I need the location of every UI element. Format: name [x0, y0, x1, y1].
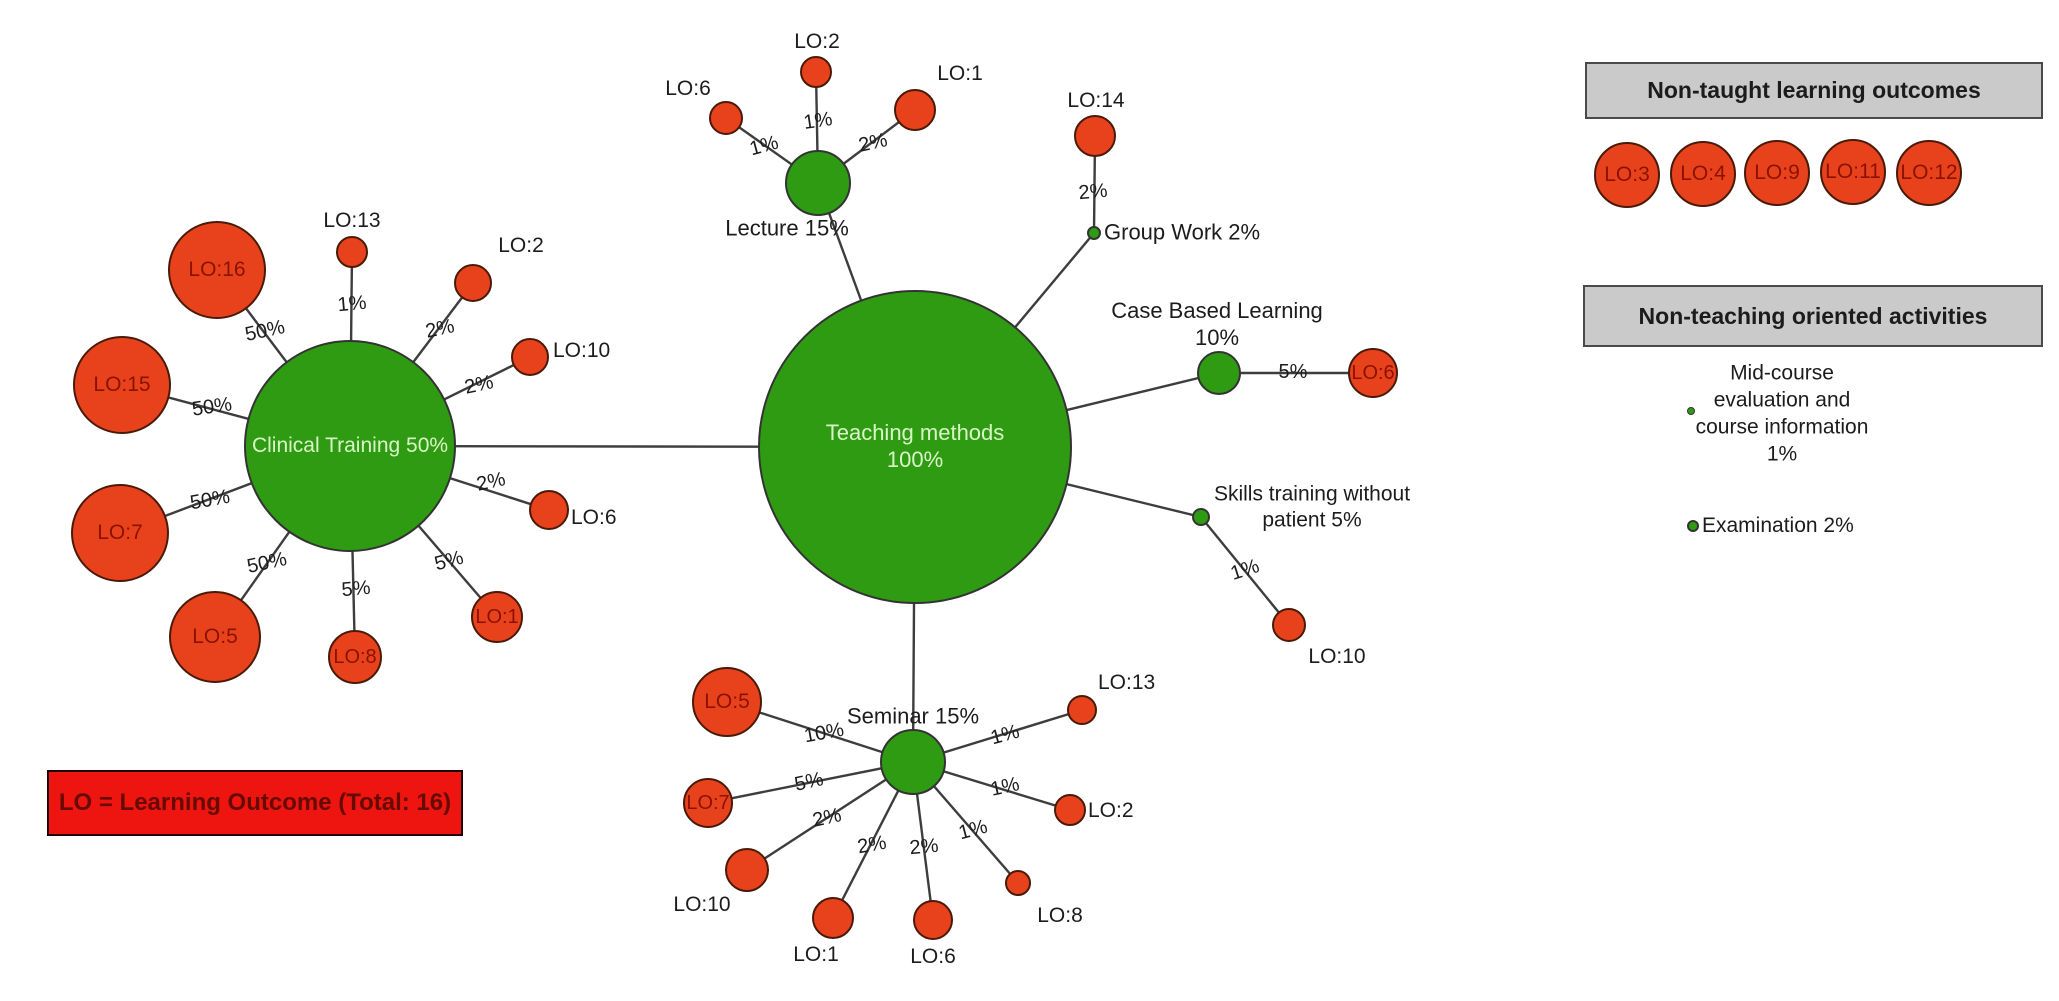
- node-seminar-lo2: [1054, 794, 1086, 826]
- legend-non-taught-box: Non-taught learning outcomes: [1585, 62, 2043, 119]
- node-groupwork: [1087, 226, 1101, 240]
- node-clinical: [244, 340, 456, 552]
- node-seminar-lo7: [683, 778, 733, 828]
- node-clinical-lo16: [168, 221, 266, 319]
- node-seminar-lo5: [692, 667, 762, 737]
- node-teaching: [758, 290, 1072, 604]
- node-nontaught-lo3: [1594, 142, 1660, 208]
- node-seminar-lo8: [1005, 870, 1031, 896]
- node-seminar-lo10: [725, 848, 769, 892]
- node-seminar-lo6: [913, 900, 953, 940]
- node-clinical-lo2: [454, 264, 492, 302]
- node-cbl: [1197, 351, 1241, 395]
- legend-non-teaching-box: Non-teaching oriented activities: [1583, 285, 2043, 347]
- node-seminar-lo13: [1067, 695, 1097, 725]
- node-seminar: [880, 729, 946, 795]
- node-clinical-lo5: [169, 591, 261, 683]
- node-clinical-lo8: [328, 630, 382, 684]
- node-lecture-lo6: [709, 101, 743, 135]
- lo-abbreviation-note: LO = Learning Outcome (Total: 16): [47, 770, 463, 836]
- legend-non-teaching-title: Non-teaching oriented activities: [1638, 302, 1988, 329]
- node-nontaught-lo4: [1670, 141, 1736, 207]
- legend-non-taught-title: Non-taught learning outcomes: [1647, 77, 1981, 103]
- node-clinical-lo10: [511, 338, 549, 376]
- node-skills: [1192, 508, 1210, 526]
- node-nontaught-lo12: [1896, 140, 1962, 206]
- node-nontaught-lo9: [1744, 140, 1810, 206]
- node-cbl-lo6: [1348, 348, 1398, 398]
- node-clinical-lo7: [71, 484, 169, 582]
- node-groupwork-lo14: [1074, 115, 1116, 157]
- node-clinical-lo1: [471, 591, 523, 643]
- edge-skills-skills-lo10: [1200, 516, 1290, 626]
- node-clinical-lo15: [73, 336, 171, 434]
- node-lecture: [785, 150, 851, 216]
- node-lecture-lo2: [800, 56, 832, 88]
- lo-abbreviation-note-text: LO = Learning Outcome (Total: 16): [58, 789, 452, 816]
- node-skills-lo10: [1272, 608, 1306, 642]
- node-nontaught-lo11: [1820, 139, 1886, 205]
- node-seminar-lo1: [812, 897, 854, 939]
- node-clinical-lo13: [336, 236, 368, 268]
- node-clinical-lo6: [529, 490, 569, 530]
- node-lecture-lo1: [894, 89, 936, 131]
- edge-seminar-seminar-lo7: [707, 760, 914, 805]
- node-midcourse-dot: [1687, 407, 1695, 415]
- node-examination-dot: [1687, 520, 1699, 532]
